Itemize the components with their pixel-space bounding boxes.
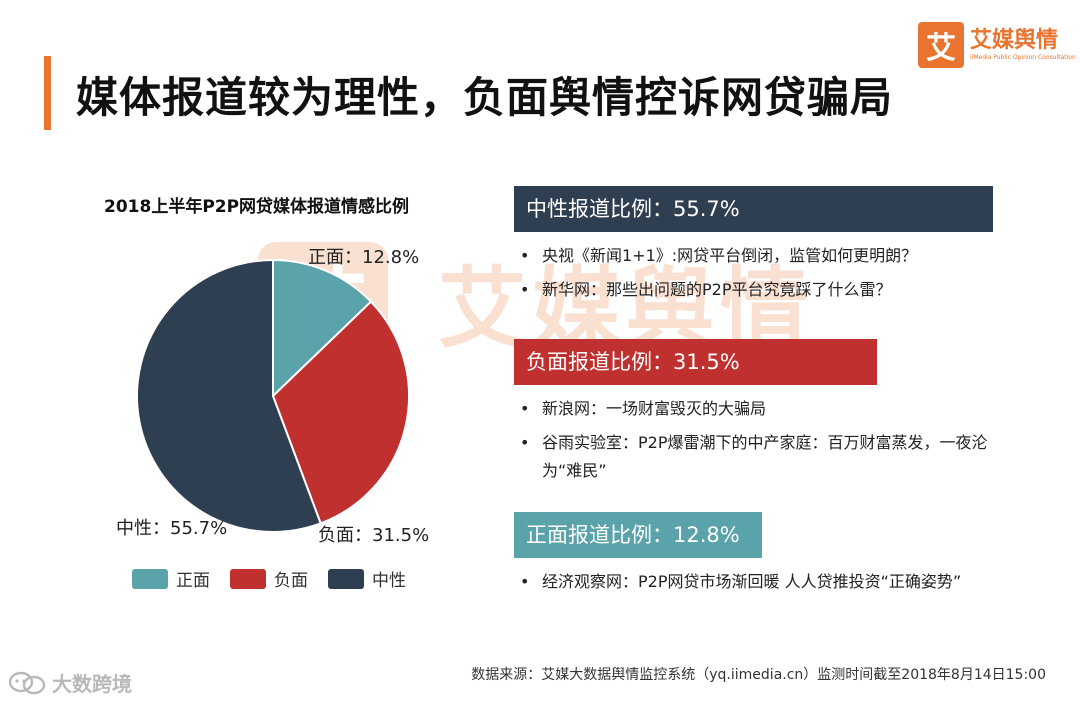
legend-item-neutral: 中性 — [328, 566, 406, 591]
legend-label-negative: 负面 — [274, 571, 308, 591]
logo-subtitle: iiMedia Public Opinion Consultation — [970, 54, 1076, 61]
panel-list-negative: 新浪网：一场财富毁灭的大骗局 谷雨实验室：P2P爆雷潮下的中产家庭：百万财富蒸发… — [514, 395, 1044, 485]
pie-slice-positive — [272, 258, 373, 399]
page-title: 媒体报道较为理性，负面舆情控诉网贷骗局 — [76, 73, 894, 122]
legend-item-negative: 负面 — [230, 566, 308, 591]
panel-positive: 正面报道比例：12.8% 经济观察网：P2P网贷市场渐回暖 人人贷推投资“正确姿… — [514, 512, 1044, 602]
list-item: 央视《新闻1+1》:网贷平台倒闭，监管如何更明朗？ — [514, 242, 992, 270]
title-accent-bar — [44, 56, 51, 130]
list-item: 经济观察网：P2P网贷市场渐回暖 人人贷推投资“正确姿势” — [514, 568, 992, 596]
pie-label-neutral: 中性：55.7% — [116, 518, 227, 539]
legend-swatch-neutral — [328, 568, 364, 589]
panel-negative: 负面报道比例：31.5% 新浪网：一场财富毁灭的大骗局 谷雨实验室：P2P爆雷潮… — [514, 339, 1044, 491]
list-item: 新浪网：一场财富毁灭的大骗局 — [514, 395, 992, 423]
chart-title: 2018上半年P2P网贷媒体报道情感比例 — [104, 197, 410, 217]
chat-bubbles-icon — [8, 671, 46, 694]
panel-neutral: 中性报道比例：55.7% 央视《新闻1+1》:网贷平台倒闭，监管如何更明朗？ 新… — [514, 186, 1044, 310]
pie-slice-neutral — [136, 258, 322, 533]
panel-list-positive: 经济观察网：P2P网贷市场渐回暖 人人贷推投资“正确姿势” — [514, 568, 1044, 596]
iimedia-logo: 艾 艾媒舆情 iiMedia Public Opinion Consultati… — [918, 22, 1076, 68]
brand-corner-watermark: 大数跨境 — [8, 668, 132, 697]
panel-header-positive: 正面报道比例：12.8% — [514, 512, 762, 558]
pie-labels: 正面：12.8% 负面：31.5% 中性：55.7% — [116, 247, 429, 546]
chart-legend: 正面 负面 中性 — [132, 566, 426, 591]
logo-name: 艾媒舆情 — [970, 28, 1059, 53]
data-source-note: 数据来源：艾媒大数据舆情监控系统（yq.iimedia.cn）监测时间截至201… — [471, 667, 1046, 683]
logo-mark: 艾 — [918, 22, 964, 68]
legend-label-positive: 正面 — [176, 571, 210, 591]
pie-slices — [136, 258, 410, 533]
list-item: 新华网：那些出问题的P2P平台究竟踩了什么雷？ — [514, 276, 992, 304]
legend-swatch-positive — [132, 568, 168, 589]
panel-header-negative: 负面报道比例：31.5% — [514, 339, 877, 385]
legend-item-positive: 正面 — [132, 566, 210, 591]
list-item: 谷雨实验室：P2P爆雷潮下的中产家庭：百万财富蒸发，一夜沦为“难民” — [514, 429, 992, 485]
pie-label-negative: 负面：31.5% — [318, 525, 429, 546]
pie-slice-negative — [271, 300, 410, 525]
legend-swatch-negative — [230, 568, 266, 589]
panel-header-neutral: 中性报道比例：55.7% — [514, 186, 993, 232]
brand-corner-text: 大数跨境 — [52, 672, 132, 696]
panel-list-neutral: 央视《新闻1+1》:网贷平台倒闭，监管如何更明朗？ 新华网：那些出问题的P2P平… — [514, 242, 1044, 304]
logo-text: 艾媒舆情 iiMedia Public Opinion Consultation — [970, 28, 1076, 62]
legend-label-neutral: 中性 — [372, 571, 406, 591]
pie-label-positive: 正面：12.8% — [308, 247, 419, 268]
